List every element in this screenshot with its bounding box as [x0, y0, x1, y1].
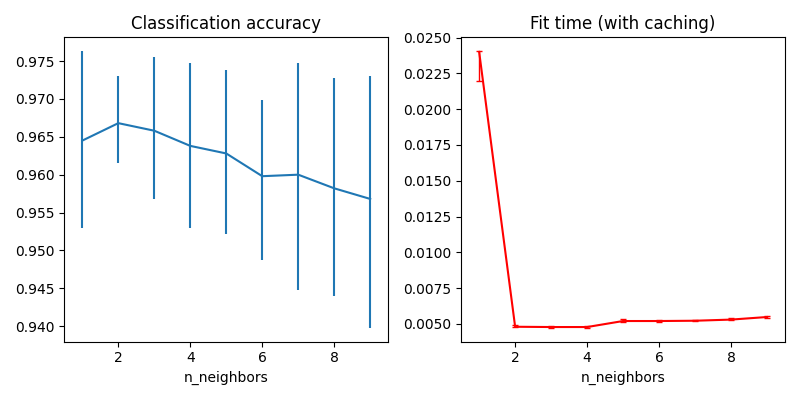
- Title: Classification accuracy: Classification accuracy: [131, 15, 322, 33]
- X-axis label: n_neighbors: n_neighbors: [184, 371, 269, 385]
- X-axis label: n_neighbors: n_neighbors: [581, 371, 666, 385]
- Title: Fit time (with caching): Fit time (with caching): [530, 15, 716, 33]
